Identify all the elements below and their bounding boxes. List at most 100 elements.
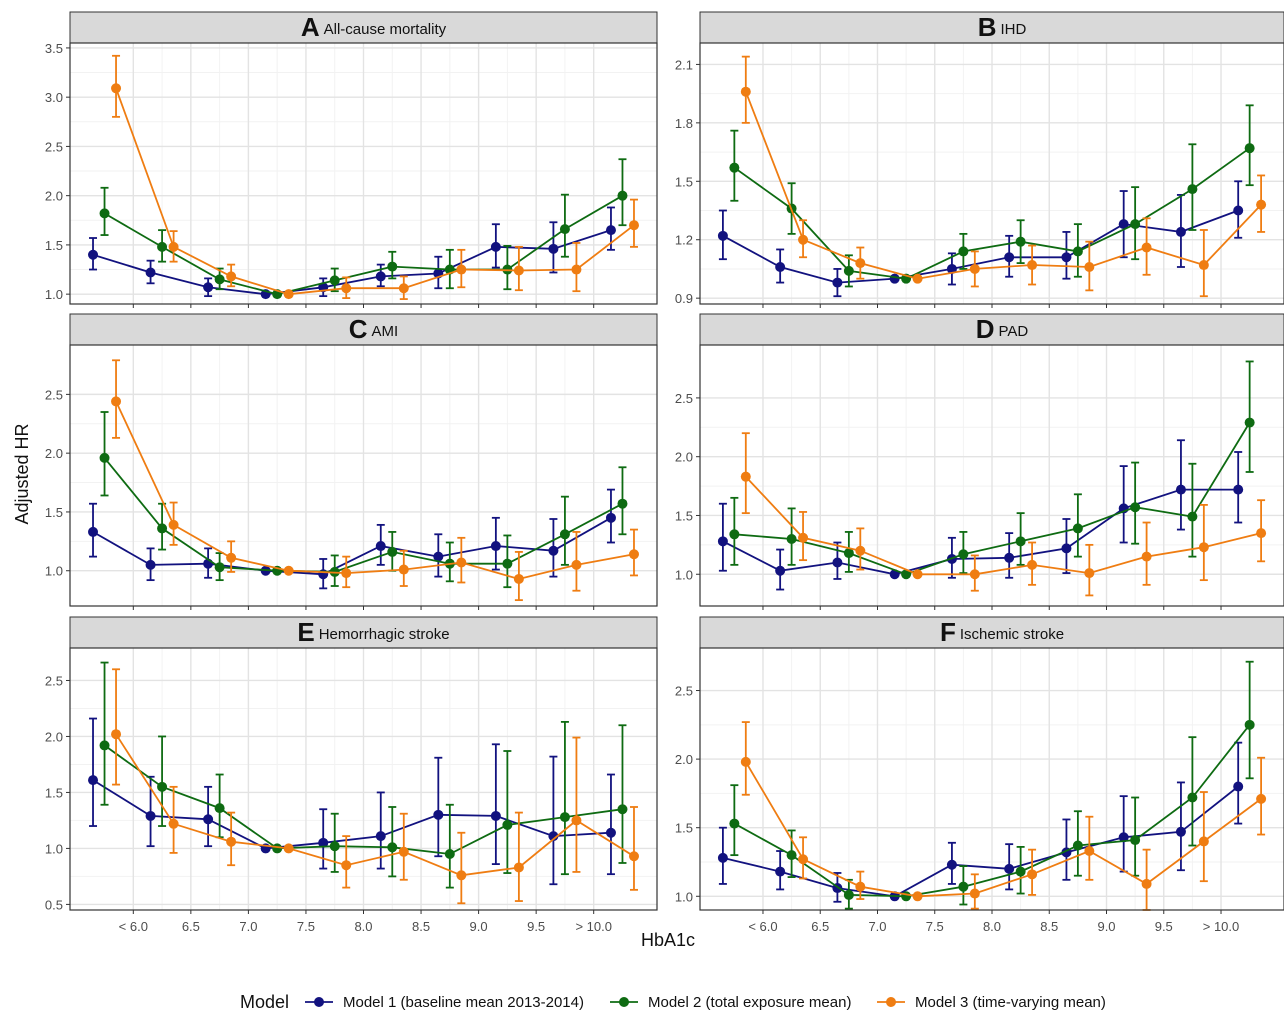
legend-item-label: Model 1 (baseline mean 2013-2014) bbox=[343, 994, 584, 1011]
series-model-3 bbox=[111, 359, 639, 602]
panel-letter: D bbox=[976, 314, 995, 344]
data-point bbox=[889, 273, 900, 284]
data-point bbox=[490, 810, 501, 821]
data-point bbox=[513, 265, 524, 276]
data-point bbox=[1198, 836, 1209, 847]
data-point bbox=[99, 740, 110, 751]
data-point bbox=[283, 565, 294, 576]
y-tick-label: 1.0 bbox=[45, 841, 63, 856]
data-point bbox=[912, 273, 923, 284]
legend-key-point bbox=[619, 997, 629, 1007]
data-point bbox=[1244, 143, 1255, 154]
y-tick-label: 1.0 bbox=[675, 567, 693, 582]
data-point bbox=[1004, 552, 1015, 563]
x-axis-label: HbA1c bbox=[641, 930, 695, 950]
data-point bbox=[1130, 835, 1141, 846]
y-tick-label: 2.5 bbox=[45, 139, 63, 154]
data-point bbox=[318, 837, 329, 848]
data-point bbox=[1233, 484, 1244, 495]
data-point bbox=[786, 850, 797, 861]
x-tick-label: 8.0 bbox=[354, 919, 372, 934]
data-point bbox=[1256, 793, 1267, 804]
data-point bbox=[111, 83, 122, 94]
panel-letter: F bbox=[940, 617, 956, 647]
data-point bbox=[168, 818, 179, 829]
panel-letter: E bbox=[297, 617, 314, 647]
series-line bbox=[115, 733, 635, 877]
series-model-1 bbox=[88, 488, 616, 590]
panel-border bbox=[699, 647, 1284, 911]
x-tick-label: < 6.0 bbox=[748, 919, 777, 934]
series-line bbox=[722, 209, 1239, 284]
data-point bbox=[341, 283, 352, 294]
series-model-3 bbox=[111, 54, 639, 300]
x-tick-label: 8.0 bbox=[983, 919, 1001, 934]
data-point bbox=[1072, 246, 1083, 257]
data-point bbox=[168, 519, 179, 530]
data-point bbox=[901, 569, 912, 580]
legend-item-model-2: Model 2 (total exposure mean) bbox=[610, 994, 851, 1011]
panel-c: C AMI 1.0 1.5 2.0 2.5 bbox=[45, 313, 658, 610]
series-model-3 bbox=[740, 432, 1267, 597]
panel-strip bbox=[699, 11, 1284, 44]
panel-letter: C bbox=[349, 314, 368, 344]
data-point bbox=[775, 261, 786, 272]
data-point bbox=[1015, 866, 1026, 877]
data-point bbox=[605, 827, 616, 838]
data-point bbox=[490, 241, 501, 252]
panel-a: A All-cause mortality 1.0 1.5 2.0 2.5 3.0 3.5 bbox=[45, 11, 658, 308]
data-point bbox=[329, 275, 340, 286]
data-point bbox=[145, 267, 156, 278]
panel-title: C AMI bbox=[349, 314, 398, 344]
x-tick-label: 6.5 bbox=[811, 919, 829, 934]
panel-letter: A bbox=[301, 12, 320, 42]
data-point bbox=[717, 852, 728, 863]
data-point bbox=[398, 564, 409, 575]
series-line bbox=[104, 194, 623, 296]
data-point bbox=[832, 277, 843, 288]
panel-border bbox=[699, 42, 1284, 305]
data-point bbox=[1061, 252, 1072, 263]
data-point bbox=[88, 775, 99, 786]
panel-title-text: IHD bbox=[1000, 21, 1026, 38]
panel-strip bbox=[699, 616, 1284, 649]
data-point bbox=[99, 452, 110, 463]
data-point bbox=[1244, 719, 1255, 730]
legend-item-model-1: Model 1 (baseline mean 2013-2014) bbox=[305, 994, 584, 1011]
panel-border bbox=[69, 647, 658, 911]
y-tick-label: 0.9 bbox=[675, 291, 693, 306]
y-tick-label: 1.0 bbox=[45, 287, 63, 302]
series-line bbox=[745, 476, 1262, 576]
y-tick-label: 2.5 bbox=[675, 391, 693, 406]
series-model-2 bbox=[729, 104, 1255, 288]
data-point bbox=[283, 289, 294, 300]
data-point bbox=[843, 548, 854, 559]
data-point bbox=[88, 249, 99, 260]
panel-title-text: AMI bbox=[372, 323, 399, 340]
data-point bbox=[513, 573, 524, 584]
data-point bbox=[387, 261, 398, 272]
data-point bbox=[946, 859, 957, 870]
y-tick-label: 2.0 bbox=[45, 189, 63, 204]
data-point bbox=[559, 529, 570, 540]
data-point bbox=[798, 854, 809, 865]
data-point bbox=[855, 881, 866, 892]
data-point bbox=[203, 814, 214, 825]
data-point bbox=[1198, 260, 1209, 271]
data-point bbox=[628, 851, 639, 862]
data-point bbox=[740, 756, 751, 767]
data-point bbox=[740, 471, 751, 482]
panel-title-text: PAD bbox=[999, 323, 1029, 340]
legend-key-point bbox=[886, 997, 896, 1007]
data-point bbox=[775, 565, 786, 576]
data-point bbox=[1084, 568, 1095, 579]
legend-item-label: Model 3 (time-varying mean) bbox=[915, 994, 1106, 1011]
series-line bbox=[103, 744, 623, 855]
data-point bbox=[1004, 252, 1015, 263]
x-tick-label: 8.5 bbox=[1040, 919, 1058, 934]
data-point bbox=[88, 526, 99, 537]
data-point bbox=[398, 846, 409, 857]
data-point bbox=[605, 512, 616, 523]
